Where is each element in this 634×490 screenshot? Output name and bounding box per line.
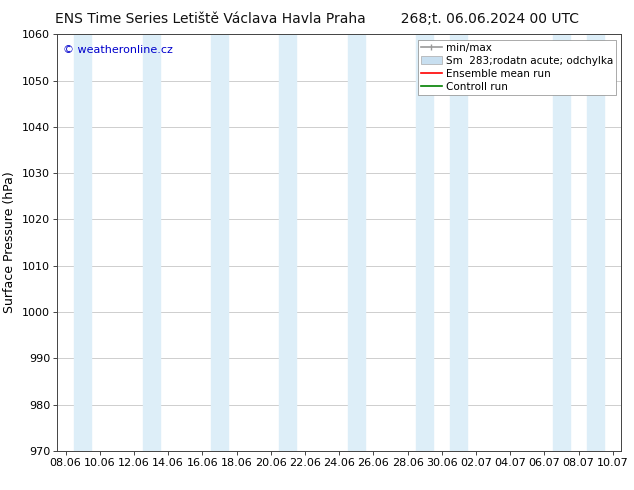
Bar bbox=[587, 34, 604, 451]
Legend: min/max, Sm  283;rodatn acute; odchylka, Ensemble mean run, Controll run: min/max, Sm 283;rodatn acute; odchylka, … bbox=[418, 40, 616, 95]
Y-axis label: Surface Pressure (hPa): Surface Pressure (hPa) bbox=[3, 172, 16, 314]
Bar bbox=[450, 34, 467, 451]
Bar bbox=[143, 34, 160, 451]
Bar bbox=[347, 34, 365, 451]
Bar bbox=[416, 34, 433, 451]
Text: ENS Time Series Letiště Václava Havla Praha        268;t. 06.06.2024 00 UTC: ENS Time Series Letiště Václava Havla Pr… bbox=[55, 12, 579, 26]
Bar bbox=[280, 34, 297, 451]
Bar bbox=[553, 34, 570, 451]
Text: © weatheronline.cz: © weatheronline.cz bbox=[63, 45, 172, 55]
Bar bbox=[74, 34, 91, 451]
Bar bbox=[211, 34, 228, 451]
